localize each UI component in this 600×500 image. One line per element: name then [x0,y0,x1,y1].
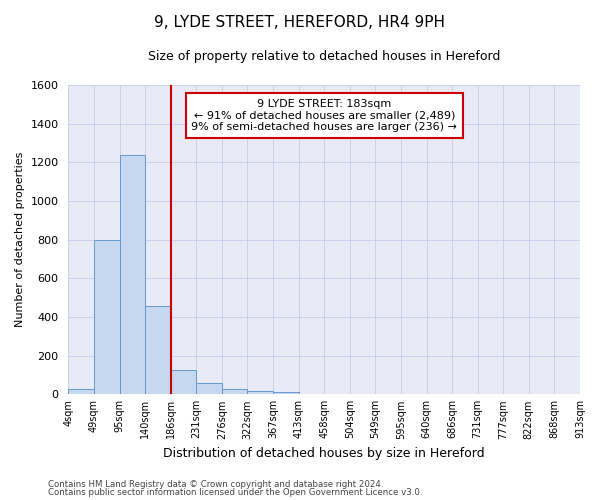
Bar [171,370,196,394]
Bar [94,240,119,394]
Bar [119,154,145,394]
Bar [222,389,247,394]
Text: 9 LYDE STREET: 183sqm
← 91% of detached houses are smaller (2,489)
9% of semi-de: 9 LYDE STREET: 183sqm ← 91% of detached … [191,99,457,132]
Text: Contains public sector information licensed under the Open Government Licence v3: Contains public sector information licen… [48,488,422,497]
X-axis label: Distribution of detached houses by size in Hereford: Distribution of detached houses by size … [163,447,485,460]
Bar [247,391,273,394]
Text: 9, LYDE STREET, HEREFORD, HR4 9PH: 9, LYDE STREET, HEREFORD, HR4 9PH [155,15,445,30]
Title: Size of property relative to detached houses in Hereford: Size of property relative to detached ho… [148,50,500,63]
Bar [196,382,222,394]
Text: Contains HM Land Registry data © Crown copyright and database right 2024.: Contains HM Land Registry data © Crown c… [48,480,383,489]
Bar [273,392,299,394]
Y-axis label: Number of detached properties: Number of detached properties [15,152,25,328]
Bar [68,390,94,394]
Bar [145,306,171,394]
